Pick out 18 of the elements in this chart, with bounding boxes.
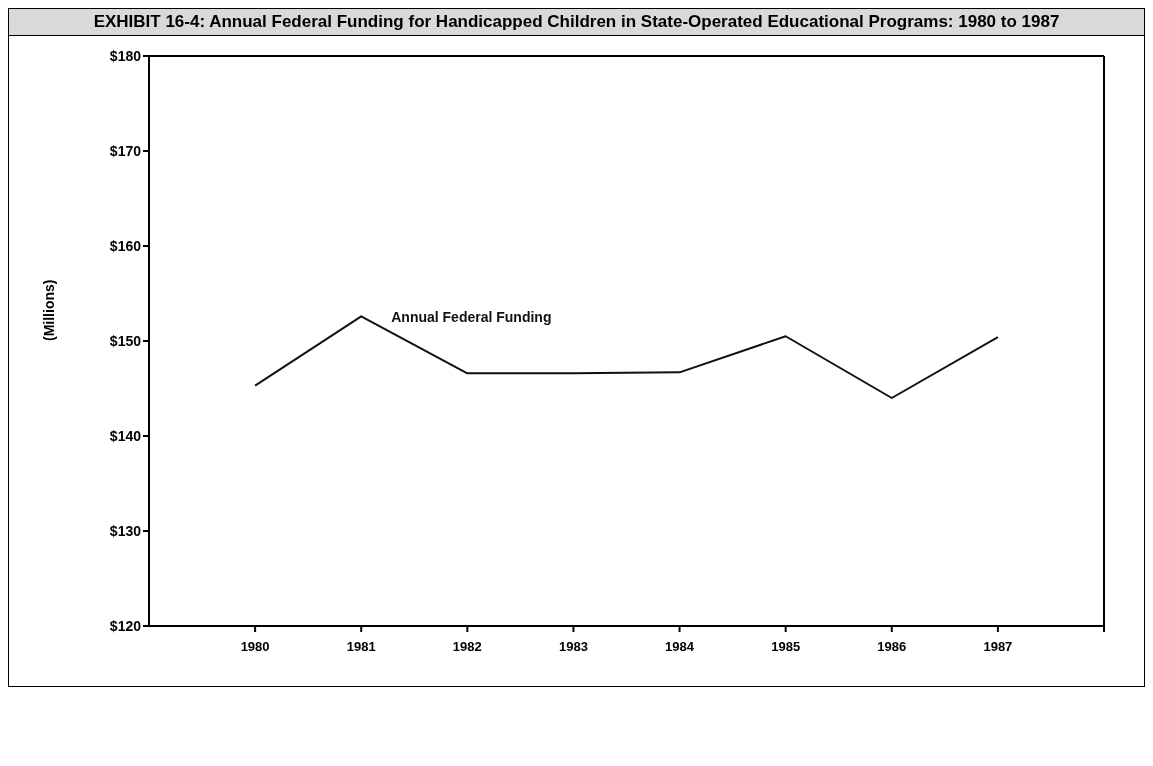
series-label: Annual Federal Funding xyxy=(391,309,552,326)
y-tick-label: $130 xyxy=(109,522,142,539)
x-tick-label: 1986 xyxy=(877,639,907,655)
x-tick-label: 1981 xyxy=(346,639,376,655)
y-axis-title: (Millions) xyxy=(40,279,57,341)
x-tick-label: 1983 xyxy=(558,639,588,655)
y-tick-label: $160 xyxy=(109,237,142,254)
x-tick-label: 1985 xyxy=(771,639,801,655)
y-tick-label: $180 xyxy=(109,47,142,64)
x-tick-label: 1980 xyxy=(240,639,270,655)
y-tick-label: $150 xyxy=(109,332,142,349)
y-tick-label: $140 xyxy=(109,427,142,444)
y-tick-label: $120 xyxy=(109,617,142,634)
chart-title: EXHIBIT 16-4: Annual Federal Funding for Handicapped Children in State-Operated Educational Programs: 1980 to 1987 xyxy=(9,9,1144,36)
x-tick-label: 1982 xyxy=(452,639,482,655)
y-tick-label: $170 xyxy=(109,142,142,159)
x-tick-label: 1987 xyxy=(983,639,1013,655)
x-tick-label: 1984 xyxy=(665,639,695,655)
